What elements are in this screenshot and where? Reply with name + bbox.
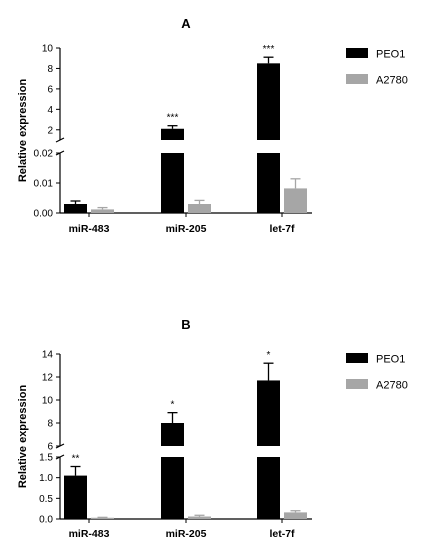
significance-label: * xyxy=(267,350,271,361)
y-tick-label: 14 xyxy=(42,350,54,361)
x-tick-label: miR-205 xyxy=(166,223,207,235)
legend-swatch-peo1 xyxy=(346,353,368,363)
legend-label: A2780 xyxy=(376,75,408,87)
bar-a2780 xyxy=(91,209,114,213)
x-tick-label: let-7f xyxy=(269,528,295,540)
bar-peo1-lower xyxy=(161,457,184,519)
legend-label: A2780 xyxy=(376,380,408,392)
bar-peo1 xyxy=(64,475,87,519)
y-tick-label: 0.01 xyxy=(34,179,54,190)
bar-a2780 xyxy=(284,188,307,213)
y-axis-label: Relative expression xyxy=(17,385,29,489)
significance-label: ** xyxy=(72,454,80,465)
y-tick-label: 0.5 xyxy=(39,494,53,505)
y-tick-label: 2 xyxy=(47,125,53,136)
y-tick-label: 10 xyxy=(42,44,54,55)
panel-title: B xyxy=(181,317,190,332)
y-tick-label: 0.0 xyxy=(39,515,53,526)
y-tick-label: 10 xyxy=(42,396,54,407)
x-tick-label: miR-483 xyxy=(69,528,110,540)
significance-label: *** xyxy=(263,44,275,55)
bar-peo1-upper xyxy=(161,423,184,446)
x-tick-label: miR-483 xyxy=(69,223,110,235)
y-tick-label: 8 xyxy=(47,64,53,75)
bar-a2780 xyxy=(284,512,307,519)
bar-peo1-upper xyxy=(257,380,280,446)
bar-peo1-lower xyxy=(257,153,280,213)
axis-break-mark xyxy=(55,137,65,143)
legend-swatch-a2780 xyxy=(346,379,368,389)
bar-peo1-lower xyxy=(161,153,184,213)
significance-label: *** xyxy=(167,113,179,124)
legend-swatch-peo1 xyxy=(346,48,368,58)
y-tick-label: 0.02 xyxy=(34,149,54,160)
bar-peo1 xyxy=(64,204,87,213)
y-tick-label: 1.0 xyxy=(39,473,53,484)
bar-a2780 xyxy=(188,204,211,213)
significance-label: * xyxy=(171,400,175,411)
x-tick-label: miR-205 xyxy=(166,528,207,540)
y-tick-label: 6 xyxy=(47,442,53,453)
bar-peo1-upper xyxy=(257,63,280,141)
y-tick-label: 6 xyxy=(47,84,53,95)
y-tick-label: 0.00 xyxy=(34,209,54,220)
y-tick-label: 12 xyxy=(42,373,54,384)
bar-a2780 xyxy=(91,517,114,519)
y-tick-label: 8 xyxy=(47,419,53,430)
y-axis-label: Relative expression xyxy=(17,79,29,183)
legend-label: PEO1 xyxy=(376,354,405,366)
y-tick-label: 4 xyxy=(47,105,53,116)
bar-a2780 xyxy=(188,516,211,519)
y-tick-label: 1.5 xyxy=(39,453,53,464)
legend-swatch-a2780 xyxy=(346,74,368,84)
bar-peo1-upper xyxy=(161,128,184,140)
panel-title: A xyxy=(181,16,191,31)
bar-peo1-lower xyxy=(257,457,280,519)
x-tick-label: let-7f xyxy=(269,223,295,235)
legend-label: PEO1 xyxy=(376,49,405,61)
